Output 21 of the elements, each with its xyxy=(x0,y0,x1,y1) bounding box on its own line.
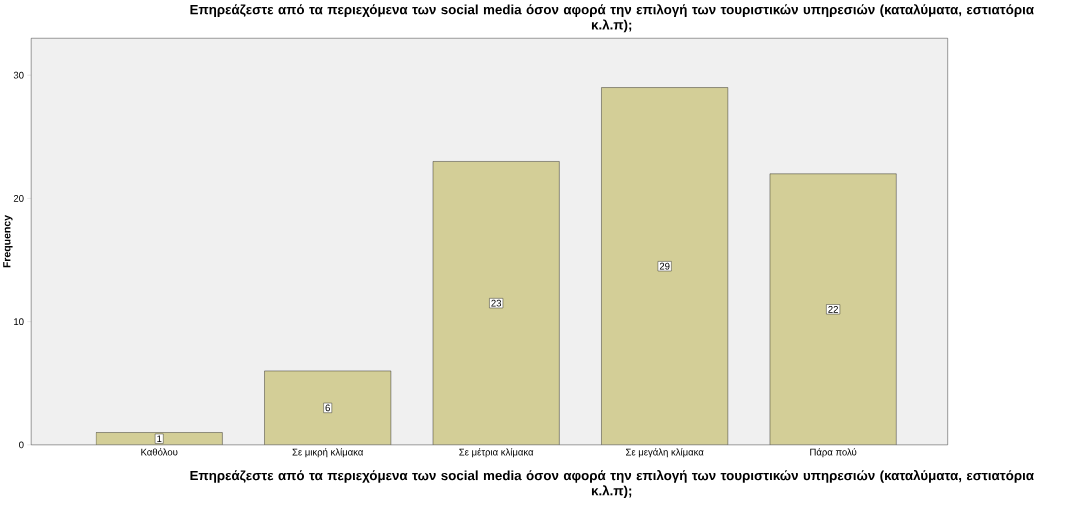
y-tick-label: 10 xyxy=(14,318,24,326)
x-tick-label: Πάρα πολύ xyxy=(810,448,857,458)
chart-title: Επηρεάζεστε από τα περιεχόμενα των social media όσον αφορά την επιλογή των τουριστικών υπηρεσιών (καταλύματα, εστιατόρια κ.λ.π); xyxy=(190,4,1034,33)
bar xyxy=(264,371,391,445)
y-tick-label: 0 xyxy=(19,441,24,449)
bar xyxy=(432,161,560,445)
y-tick-label: 30 xyxy=(13,71,24,79)
y-axis-title: Frequency xyxy=(3,215,13,268)
x-tick-label: Σε μέτρια κλίμακα xyxy=(459,448,534,458)
bar xyxy=(769,173,897,445)
bar xyxy=(601,87,729,445)
x-tick-label: Καθόλου xyxy=(141,448,178,456)
x-axis-title: Επηρεάζεστε από τα περιεχόμενα των social media όσον αφορά την επιλογή των τουριστικών υπηρεσιών (καταλύματα, εστιατόρια κ.λ.π); xyxy=(190,470,1034,499)
data-label: 6 xyxy=(325,404,330,412)
data-label: 23 xyxy=(491,299,502,307)
data-label: 29 xyxy=(659,262,670,270)
data-label: 22 xyxy=(828,306,838,313)
x-tick-label: Σε μικρή κλίμακα xyxy=(292,448,364,458)
x-tick-label: Σε μεγάλη κλίμακα xyxy=(626,448,704,458)
y-tick-label: 20 xyxy=(13,195,24,202)
data-label: 1 xyxy=(157,435,162,443)
